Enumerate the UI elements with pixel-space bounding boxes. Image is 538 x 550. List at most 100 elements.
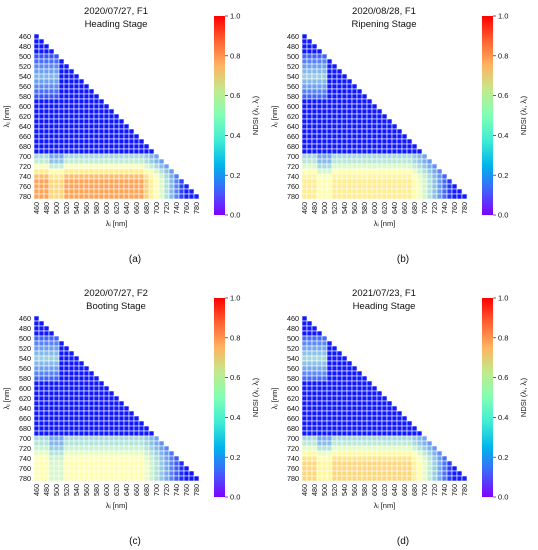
heatmap-cell: [138, 168, 145, 175]
heatmap-cell: [316, 385, 323, 392]
heatmap-cell: [68, 375, 75, 382]
heatmap-cell: [306, 88, 313, 95]
heatmap-cell: [173, 465, 180, 472]
heatmap-cell: [316, 48, 323, 55]
heatmap-cell: [421, 163, 428, 170]
heatmap-cell: [431, 188, 438, 195]
x-tick-label: 640: [122, 484, 131, 496]
heatmap-cell: [73, 430, 80, 437]
heatmap-cell: [128, 153, 135, 160]
heatmap-cell: [113, 143, 120, 150]
heatmap-cell: [73, 123, 80, 130]
heatmap-cell: [138, 163, 145, 170]
heatmap-cell: [128, 128, 135, 135]
heatmap-cell: [158, 168, 165, 175]
heatmap-cell: [133, 188, 140, 195]
heatmap-cell: [421, 470, 428, 477]
heatmap-cell: [183, 188, 190, 195]
colorbar-tick-label: 0.4: [498, 413, 508, 422]
colorbar-tick-label: 0.6: [498, 91, 508, 100]
heatmap-cell: [38, 460, 45, 467]
heatmap-cell: [301, 68, 308, 75]
heatmap-cell: [421, 193, 428, 200]
x-axis-label: λᵢ [nm]: [106, 219, 128, 228]
heatmap-cell: [411, 168, 418, 175]
heatmap-cell: [53, 470, 60, 477]
heatmap-cell: [113, 465, 120, 472]
heatmap-cell: [346, 370, 353, 377]
heatmap-cell: [58, 123, 65, 130]
heatmap-cell: [321, 158, 328, 165]
y-tick-label: 500: [19, 334, 31, 343]
heatmap-cell: [356, 168, 363, 175]
heatmap-cell: [93, 193, 100, 200]
heatmap-cell: [341, 103, 348, 110]
heatmap-cell: [376, 148, 383, 155]
heatmap-cell: [366, 188, 373, 195]
heatmap-cell: [331, 118, 338, 125]
heatmap-cell: [68, 143, 75, 150]
heatmap-cell: [311, 153, 318, 160]
heatmap-cell: [341, 455, 348, 462]
heatmap-cell: [431, 183, 438, 190]
heatmap-cell: [33, 375, 40, 382]
heatmap-cell: [321, 390, 328, 397]
heatmap-cell: [128, 425, 135, 432]
heatmap-cell: [356, 158, 363, 165]
heatmap-cell: [311, 415, 318, 422]
heatmap-cell: [53, 460, 60, 467]
heatmap-cell: [113, 163, 120, 170]
heatmap-cell: [371, 460, 378, 467]
heatmap-cell: [108, 178, 115, 185]
heatmap-cell: [306, 83, 313, 90]
heatmap-cell: [63, 475, 70, 482]
heatmap-cell: [128, 435, 135, 442]
heatmap-cell: [103, 460, 110, 467]
heatmap-cell: [118, 193, 125, 200]
heatmap-cell: [43, 178, 50, 185]
heatmap-cell: [406, 475, 413, 482]
heatmap-cell: [98, 415, 105, 422]
heatmap-cell: [311, 405, 318, 412]
heatmap-cell: [123, 153, 130, 160]
heatmap-cell: [118, 450, 125, 457]
heatmap-cell: [98, 178, 105, 185]
heatmap-cell: [88, 420, 95, 427]
heatmap-cell: [396, 173, 403, 180]
heatmap-cell: [416, 178, 423, 185]
heatmap-cell: [103, 153, 110, 160]
x-tick-label: 520: [330, 484, 339, 496]
heatmap-cell: [38, 430, 45, 437]
heatmap-cell: [33, 315, 40, 322]
heatmap-cell: [361, 390, 368, 397]
heatmap-cell: [321, 400, 328, 407]
heatmap-cell: [316, 355, 323, 362]
heatmap-cell: [123, 455, 130, 462]
heatmap-cell: [123, 158, 130, 165]
x-axis-label: λᵢ [nm]: [374, 219, 396, 228]
heatmap-cell: [103, 420, 110, 427]
heatmap-cell: [143, 430, 150, 437]
heatmap-cell: [178, 178, 185, 185]
x-tick-label: 500: [320, 484, 329, 496]
heatmap-cell: [173, 470, 180, 477]
heatmap-cell: [53, 395, 60, 402]
heatmap-cell: [311, 470, 318, 477]
heatmap-cell: [306, 53, 313, 60]
heatmap-cell: [53, 93, 60, 100]
heatmap-cell: [336, 445, 343, 452]
heatmap-cell: [301, 320, 308, 327]
heatmap-cell: [376, 168, 383, 175]
heatmap-cell: [316, 53, 323, 60]
heatmap-cell: [406, 168, 413, 175]
heatmap-cell: [301, 315, 308, 322]
heatmap-cell: [118, 455, 125, 462]
heatmap-cell: [113, 460, 120, 467]
heatmap-cell: [38, 465, 45, 472]
heatmap-cell: [143, 445, 150, 452]
heatmap-cell: [406, 158, 413, 165]
y-tick-label: 660: [19, 414, 31, 423]
heatmap-cell: [356, 435, 363, 442]
heatmap-cell: [43, 380, 50, 387]
heatmap-cell: [341, 430, 348, 437]
